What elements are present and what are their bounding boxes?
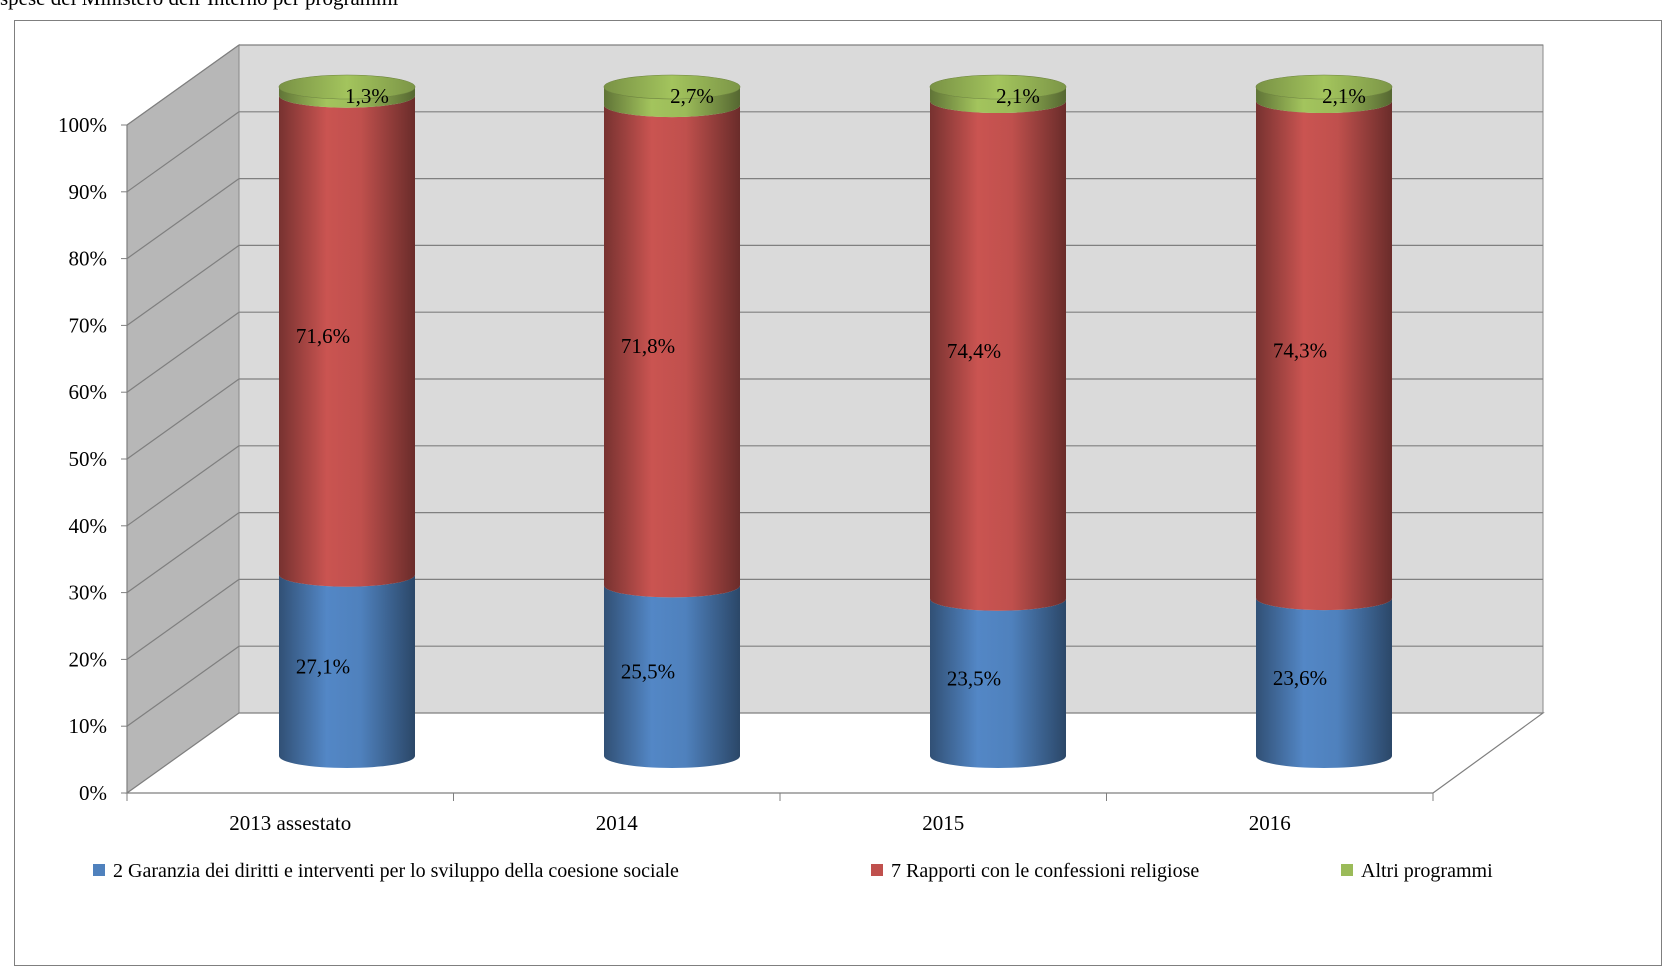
gridline-side: [126, 111, 240, 193]
y-tick-label: 20%: [69, 647, 108, 671]
cylinder-top: [1255, 74, 1393, 100]
data-label: 2,1%: [996, 84, 1040, 108]
cylinder-segment: [604, 87, 740, 118]
x-tick-label: 2016: [1249, 811, 1291, 835]
cylinder-segment: [1256, 101, 1392, 611]
y-tick-label: 50%: [69, 447, 108, 471]
cylinder-segment: [604, 585, 740, 768]
y-tick-label: 40%: [69, 514, 108, 538]
axes: 0% 10% 20% 30% 40% 50% 60% 70% 80% 90% 100% 2013 as…: [58, 113, 1434, 835]
cylinder-top: [603, 74, 741, 100]
cylinder-top: [278, 74, 416, 100]
cylinder-segment: [1256, 87, 1392, 114]
gridline-side: [126, 512, 240, 594]
gridline-side: [126, 578, 240, 660]
cylinder-segment: [279, 574, 415, 768]
data-label: 27,1%: [296, 654, 350, 678]
legend-entry: 2 Garanzia dei diritti e interventi per …: [113, 860, 679, 882]
chart-frame: 0% 10% 20% 30% 40% 50% 60% 70% 80% 90% 100% 2013 as…: [14, 20, 1662, 966]
cropped-header-text: spese del Ministero dell’Interno per pro…: [0, 0, 398, 11]
cylinder-segment: [930, 598, 1066, 768]
y-tick-label: 30%: [69, 581, 108, 605]
y-tick-label: 100%: [58, 113, 107, 137]
floor: [125, 712, 1545, 794]
y-tick-label: 0%: [79, 781, 107, 805]
cylinder-segment: [279, 87, 415, 108]
gridline-side: [126, 378, 240, 460]
data-label: 74,4%: [947, 339, 1001, 363]
stacked-cylinder-chart: 0% 10% 20% 30% 40% 50% 60% 70% 80% 90% 100% 2013 as…: [58, 44, 1545, 882]
gridline-side: [126, 311, 240, 393]
cylinder-segment: [930, 87, 1066, 114]
y-tick-label: 80%: [69, 247, 108, 271]
data-label: 2,1%: [1322, 84, 1366, 108]
y-tick-label: 90%: [69, 180, 108, 204]
data-label: 23,6%: [1273, 666, 1327, 690]
legend-swatch: [93, 864, 105, 876]
x-tick-label: 2013 assestato: [229, 811, 351, 835]
legend-entry: Altri programmi: [1361, 860, 1493, 882]
data-label: 23,5%: [947, 666, 1001, 690]
data-label: 71,6%: [296, 324, 350, 348]
x-tick-label: 2014: [596, 811, 639, 835]
gridline-side: [126, 244, 240, 326]
cylinder-segment: [930, 101, 1066, 611]
cylinder-segment: [1256, 598, 1392, 768]
gridline-side: [126, 445, 240, 527]
x-tick-label: 2015: [922, 811, 964, 835]
y-tick-label: 70%: [69, 313, 108, 337]
gridline-side: [126, 44, 240, 126]
data-label: 71,8%: [621, 334, 675, 358]
data-labels: 27,1% 71,6% 1,3% 25,5% 71,8% 2,7% 23,5% 74,4% 2,…: [296, 84, 1366, 690]
legend-swatch: [871, 864, 883, 876]
y-tick-label: 10%: [69, 714, 108, 738]
cylinder-segment: [604, 105, 740, 598]
cylinder-top: [929, 74, 1067, 100]
gridline-side: [126, 645, 240, 727]
cylinder-segment: [279, 95, 415, 587]
data-label: 1,3%: [345, 84, 389, 108]
bars: [278, 74, 1393, 768]
y-tick-label: 60%: [69, 380, 108, 404]
legend: 2 Garanzia dei diritti e interventi per …: [93, 860, 1493, 882]
gridline-side: [126, 178, 240, 260]
data-label: 74,3%: [1273, 339, 1327, 363]
data-label: 2,7%: [670, 84, 714, 108]
legend-entry: 7 Rapporti con le confessioni religiose: [891, 860, 1199, 882]
data-label: 25,5%: [621, 660, 675, 684]
legend-swatch: [1341, 864, 1353, 876]
